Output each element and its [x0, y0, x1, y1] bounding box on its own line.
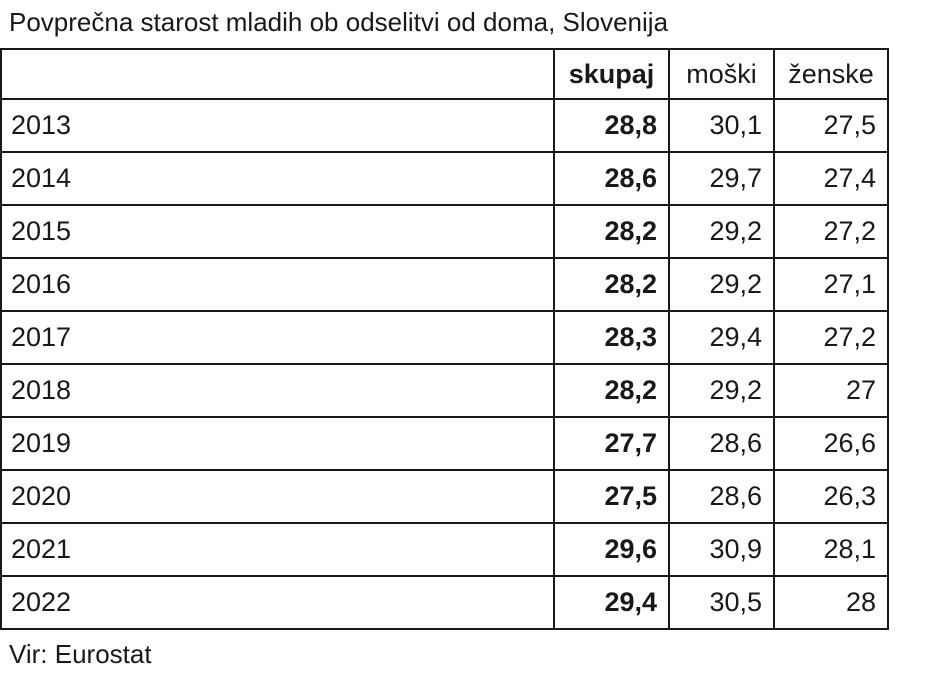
average-age-table: skupaj moški ženske 2013 28,8 30,1 27,5 … [0, 48, 889, 630]
skupaj-value: 27,5 [553, 469, 670, 524]
zenske-value: 27,5 [773, 98, 889, 153]
moski-value: 28,6 [668, 469, 775, 524]
table-row: 2014 28,6 29,7 27,4 [0, 151, 889, 206]
skupaj-value: 28,3 [553, 310, 670, 365]
zenske-value: 26,3 [773, 469, 889, 524]
year-cell: 2018 [0, 363, 555, 418]
year-cell: 2017 [0, 310, 555, 365]
skupaj-value: 28,6 [553, 151, 670, 206]
table-title: Povprečna starost mladih ob odselitvi od… [9, 7, 669, 37]
year-cell: 2015 [0, 204, 555, 259]
skupaj-value: 27,7 [553, 416, 670, 471]
table-row: 2018 28,2 29,2 27 [0, 363, 889, 418]
zenske-value: 28,1 [773, 522, 889, 577]
skupaj-value: 29,6 [553, 522, 670, 577]
zenske-value: 28 [773, 575, 889, 630]
year-cell: 2013 [0, 98, 555, 153]
table-row: 2016 28,2 29,2 27,1 [0, 257, 889, 312]
moski-value: 28,6 [668, 416, 775, 471]
header-row: skupaj moški ženske [0, 48, 889, 100]
zenske-value: 27,4 [773, 151, 889, 206]
moski-value: 29,2 [668, 257, 775, 312]
header-skupaj: skupaj [553, 48, 670, 100]
year-cell: 2022 [0, 575, 555, 630]
zenske-value: 27,2 [773, 310, 889, 365]
moski-value: 30,5 [668, 575, 775, 630]
year-cell: 2020 [0, 469, 555, 524]
skupaj-value: 28,2 [553, 204, 670, 259]
table-row: 2013 28,8 30,1 27,5 [0, 98, 889, 153]
table-row: 2019 27,7 28,6 26,6 [0, 416, 889, 471]
header-moski: moški [668, 48, 775, 100]
moski-value: 30,9 [668, 522, 775, 577]
zenske-value: 27 [773, 363, 889, 418]
skupaj-value: 28,2 [553, 257, 670, 312]
header-year-blank [0, 48, 555, 100]
skupaj-value: 28,8 [553, 98, 670, 153]
table-row: 2015 28,2 29,2 27,2 [0, 204, 889, 259]
skupaj-value: 29,4 [553, 575, 670, 630]
zenske-value: 26,6 [773, 416, 889, 471]
year-cell: 2014 [0, 151, 555, 206]
year-cell: 2019 [0, 416, 555, 471]
year-cell: 2016 [0, 257, 555, 312]
moski-value: 30,1 [668, 98, 775, 153]
skupaj-value: 28,2 [553, 363, 670, 418]
source-note: Vir: Eurostat [9, 639, 152, 669]
table-row: 2017 28,3 29,4 27,2 [0, 310, 889, 365]
table-row: 2020 27,5 28,6 26,3 [0, 469, 889, 524]
table-row: 2022 29,4 30,5 28 [0, 575, 889, 630]
zenske-value: 27,1 [773, 257, 889, 312]
moski-value: 29,2 [668, 204, 775, 259]
zenske-value: 27,2 [773, 204, 889, 259]
table-row: 2021 29,6 30,9 28,1 [0, 522, 889, 577]
year-cell: 2021 [0, 522, 555, 577]
moski-value: 29,2 [668, 363, 775, 418]
moski-value: 29,7 [668, 151, 775, 206]
header-zenske: ženske [773, 48, 889, 100]
moski-value: 29,4 [668, 310, 775, 365]
